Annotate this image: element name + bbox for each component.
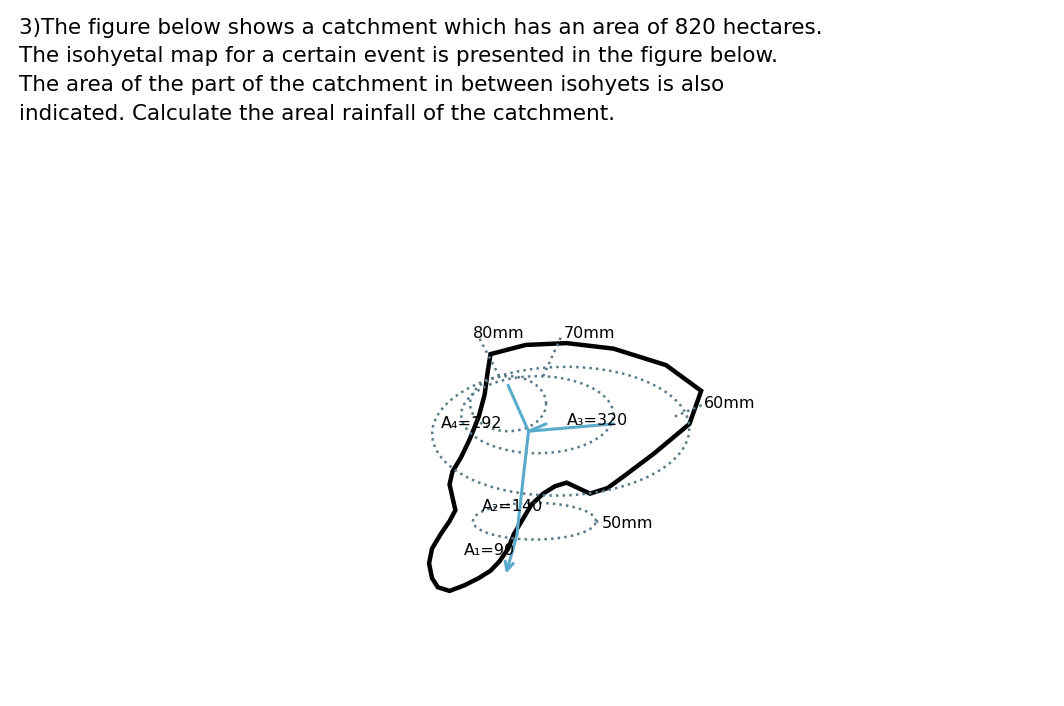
Text: 3)The figure below shows a catchment which has an area of 820 hectares.
The isoh: 3)The figure below shows a catchment whi… (19, 18, 822, 124)
Text: 60mm: 60mm (704, 396, 755, 411)
Text: 50mm: 50mm (602, 515, 653, 530)
Text: 80mm: 80mm (472, 326, 525, 342)
Text: 70mm: 70mm (564, 326, 615, 342)
Text: A₂=140: A₂=140 (482, 499, 543, 514)
Text: A₁=90: A₁=90 (464, 543, 515, 558)
Text: A₃=320: A₃=320 (566, 413, 628, 428)
Text: A₄=192: A₄=192 (440, 417, 502, 431)
